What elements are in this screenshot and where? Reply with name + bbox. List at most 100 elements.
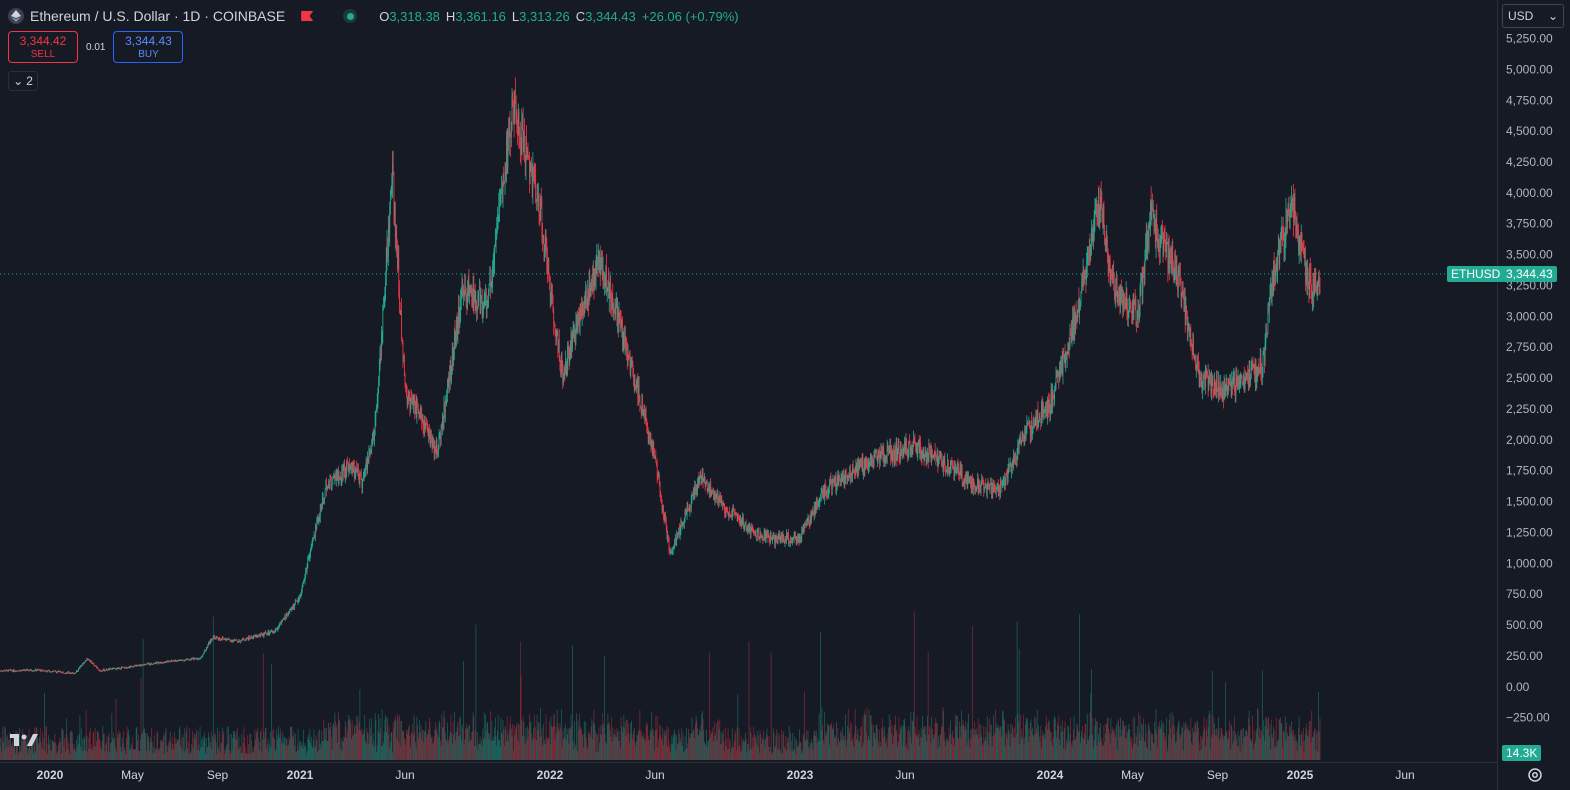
volume-bar bbox=[162, 736, 164, 760]
volume-bar bbox=[14, 735, 15, 760]
candle-body bbox=[676, 534, 678, 542]
candle-body bbox=[1125, 307, 1126, 309]
volume-bar bbox=[110, 742, 112, 760]
candle-body bbox=[924, 454, 926, 459]
candle-body bbox=[456, 318, 458, 335]
volume-bar bbox=[712, 727, 714, 760]
volume-bar bbox=[783, 746, 785, 760]
volume-bar bbox=[727, 728, 729, 760]
candle-body bbox=[1013, 455, 1014, 465]
candle-body bbox=[390, 192, 391, 203]
volume-bar bbox=[637, 735, 639, 760]
candle-body bbox=[1061, 360, 1063, 374]
volume-bar bbox=[254, 729, 256, 760]
volume-bar bbox=[31, 738, 33, 760]
candle-body bbox=[706, 481, 707, 484]
candle-body bbox=[461, 281, 463, 290]
volume-bar bbox=[176, 742, 177, 760]
volume-bar bbox=[10, 743, 12, 760]
volume-bar bbox=[542, 723, 544, 760]
volume-bar bbox=[691, 717, 693, 760]
volume-bar bbox=[474, 730, 476, 760]
candle-body bbox=[1002, 481, 1004, 483]
candle-body bbox=[1319, 281, 1321, 283]
volume-bar bbox=[693, 728, 695, 760]
candle-body bbox=[1124, 302, 1126, 309]
candle-body bbox=[562, 366, 564, 383]
candle-body bbox=[973, 481, 975, 487]
candle-body bbox=[747, 529, 748, 531]
candle-body bbox=[1070, 329, 1071, 331]
candle-body bbox=[540, 198, 541, 220]
volume-bar bbox=[91, 744, 93, 760]
candle-body bbox=[578, 312, 580, 314]
candle-body bbox=[825, 490, 827, 495]
time-axis-tick-label: 2022 bbox=[537, 768, 564, 782]
candle-body bbox=[1275, 270, 1276, 277]
volume-bar bbox=[545, 714, 547, 760]
candle-body bbox=[809, 514, 811, 526]
candle-body bbox=[403, 356, 404, 358]
candle-body bbox=[358, 470, 359, 477]
candle-body bbox=[875, 451, 876, 453]
candle-body bbox=[80, 666, 81, 668]
candle-body bbox=[707, 488, 709, 490]
candle-body bbox=[1309, 270, 1311, 277]
volume-bar bbox=[440, 740, 441, 760]
candle-body bbox=[975, 486, 977, 488]
candle-body bbox=[1109, 259, 1110, 270]
volume-bar bbox=[715, 732, 716, 760]
volume-bar bbox=[613, 737, 615, 760]
candle-body bbox=[1232, 380, 1233, 387]
candle-body bbox=[367, 456, 369, 464]
candle-body bbox=[21, 670, 23, 671]
candle-body bbox=[301, 586, 303, 591]
volume-bar bbox=[173, 732, 175, 760]
candle-body bbox=[110, 668, 111, 670]
candle-body bbox=[483, 305, 484, 309]
volume-bar bbox=[276, 729, 277, 760]
volume-bar bbox=[657, 747, 659, 760]
volume-bar bbox=[174, 743, 176, 760]
candle-body bbox=[563, 369, 565, 378]
candle-body bbox=[315, 526, 317, 528]
candle-body bbox=[843, 475, 844, 482]
candle-body bbox=[984, 487, 985, 491]
volume-bar bbox=[786, 737, 788, 760]
candle-body bbox=[804, 526, 805, 528]
candle-body bbox=[838, 476, 840, 478]
candle-body bbox=[984, 483, 986, 488]
volume-bar bbox=[524, 743, 526, 760]
volume-bar bbox=[168, 742, 170, 760]
volume-bar bbox=[560, 727, 562, 760]
volume-bar bbox=[540, 707, 541, 760]
candle-body bbox=[1024, 427, 1026, 444]
volume-bar bbox=[115, 698, 117, 760]
candle-body bbox=[596, 257, 598, 269]
candle-body bbox=[1090, 255, 1092, 257]
candle-body bbox=[773, 534, 775, 537]
volume-bar bbox=[189, 751, 191, 760]
candle-body bbox=[19, 670, 20, 672]
candle-body bbox=[1264, 347, 1265, 363]
candle-body bbox=[834, 477, 836, 483]
candle-body bbox=[194, 658, 195, 660]
candle-body bbox=[1194, 357, 1196, 359]
volume-bar bbox=[114, 747, 116, 760]
volume-bar bbox=[674, 734, 676, 760]
candle-body bbox=[824, 485, 826, 498]
volume-bar bbox=[624, 727, 625, 760]
candle-body bbox=[1310, 276, 1312, 299]
volume-bar bbox=[390, 741, 391, 760]
volume-bar bbox=[367, 733, 369, 760]
candle-body bbox=[1097, 212, 1099, 226]
volume-bar bbox=[406, 730, 407, 760]
volume-bar bbox=[225, 750, 227, 760]
candle-body bbox=[930, 450, 932, 459]
candle-body bbox=[1079, 300, 1081, 311]
candle-body bbox=[650, 437, 652, 448]
candle-body bbox=[419, 413, 421, 415]
candle-body bbox=[857, 462, 859, 474]
candle-body bbox=[37, 669, 39, 671]
